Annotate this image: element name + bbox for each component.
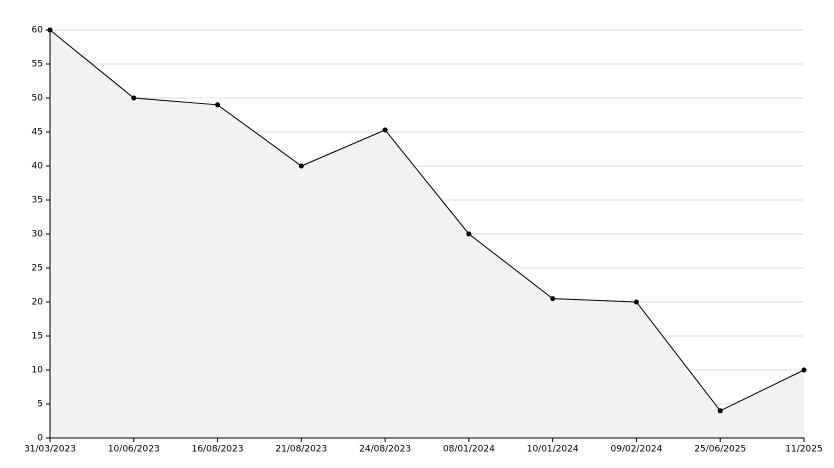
x-tick-label: 09/02/2024 bbox=[611, 445, 663, 455]
y-tick-label: 40 bbox=[32, 162, 44, 172]
y-tick-label: 60 bbox=[32, 26, 44, 36]
y-tick-label: 15 bbox=[32, 332, 43, 342]
y-tick-label: 55 bbox=[32, 60, 43, 70]
area-fill bbox=[50, 30, 804, 438]
x-tick-label: 25/06/2025 bbox=[694, 445, 746, 455]
y-tick-label: 20 bbox=[32, 298, 44, 308]
point-marker bbox=[550, 296, 556, 302]
point-marker bbox=[633, 299, 639, 305]
x-tick-label: 11/2025 bbox=[785, 445, 822, 455]
x-tick-label: 31/03/2023 bbox=[24, 445, 76, 455]
point-marker bbox=[382, 127, 388, 133]
y-tick-label: 50 bbox=[32, 94, 44, 104]
point-marker bbox=[298, 163, 304, 169]
y-tick-label: 5 bbox=[37, 400, 43, 410]
x-tick-label: 21/08/2023 bbox=[275, 445, 327, 455]
line bbox=[49, 29, 805, 412]
point-marker bbox=[131, 95, 137, 101]
y-tick-label: 0 bbox=[37, 434, 43, 444]
point-marker bbox=[466, 231, 472, 237]
x-tick-label: 10/06/2023 bbox=[108, 445, 160, 455]
point-marker bbox=[801, 367, 807, 373]
point-marker bbox=[717, 408, 723, 414]
y-tick-label: 45 bbox=[32, 128, 43, 138]
x-tick-label: 24/08/2023 bbox=[359, 445, 411, 455]
y-tick-label: 10 bbox=[32, 366, 44, 376]
x-tick-label: 16/08/2023 bbox=[192, 445, 244, 455]
y-tick-label: 35 bbox=[32, 196, 43, 206]
x-tick-label: 10/01/2024 bbox=[527, 445, 579, 455]
y-tick-label: 30 bbox=[32, 230, 44, 240]
x-tick-label: 08/01/2024 bbox=[443, 445, 495, 455]
y-tick-label: 25 bbox=[32, 264, 43, 274]
point-marker bbox=[215, 102, 221, 108]
